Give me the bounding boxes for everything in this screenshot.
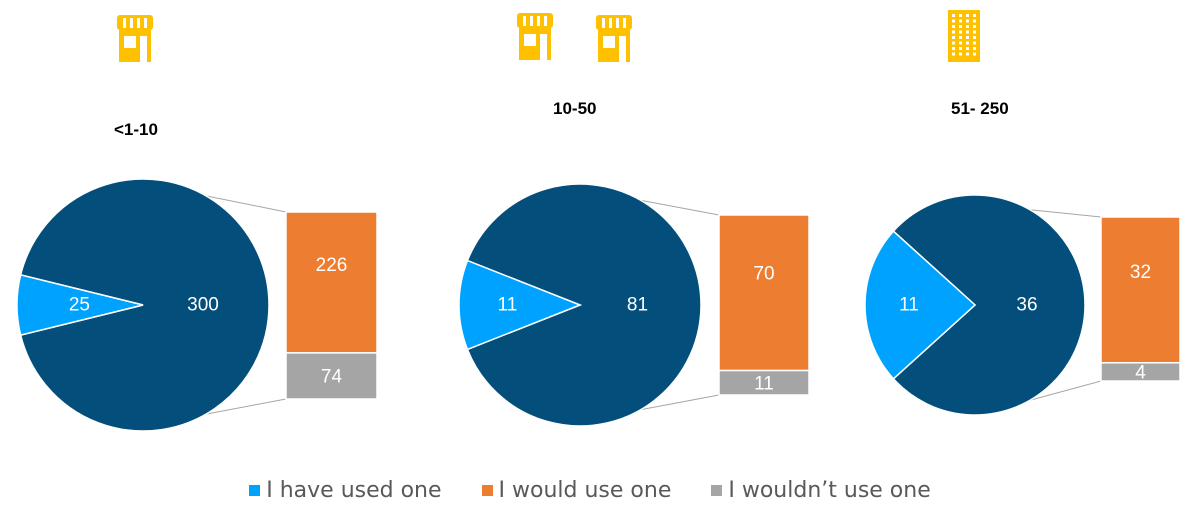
pie-label-used-0: 25 xyxy=(69,295,90,316)
bar-label-would-2: 32 xyxy=(1130,262,1151,283)
bar-label-wouldnt-2: 4 xyxy=(1135,362,1146,383)
group-title-micro: <1-10 xyxy=(114,120,158,139)
bar-label-wouldnt-0: 74 xyxy=(321,366,343,387)
pie-slice-rest-0 xyxy=(19,178,270,432)
connector-top-0 xyxy=(205,195,287,213)
group-title-medium: 51- 250 xyxy=(951,99,1009,118)
office-building-icon xyxy=(948,10,980,62)
connector-bottom-1 xyxy=(640,394,720,411)
pie-label-rest-0: 300 xyxy=(187,295,219,316)
bar-wouldnt-2 xyxy=(1100,362,1180,382)
pie-label-rest-1: 81 xyxy=(627,295,648,316)
pie-slice-rest-2 xyxy=(892,194,1086,416)
legend-item-used: I have used one xyxy=(249,478,442,503)
pie-slice-used-1 xyxy=(458,259,583,351)
pie-label-used-1: 11 xyxy=(498,295,518,316)
bar-would-1 xyxy=(718,214,810,372)
pie-label-used-2: 11 xyxy=(899,295,919,316)
pie-slice-rest-1 xyxy=(466,183,702,427)
legend-label-would: I would use one xyxy=(498,478,672,503)
shop-icon-left xyxy=(517,13,553,60)
legend-swatch-used xyxy=(249,485,261,496)
legend-swatch-would xyxy=(481,485,493,496)
legend-item-would: I would use one xyxy=(481,478,672,503)
bar-label-would-1: 70 xyxy=(753,264,774,285)
connector-top-1 xyxy=(640,199,720,216)
bar-would-0 xyxy=(285,211,378,354)
shop-icon xyxy=(117,15,153,62)
pie-label-rest-2: 36 xyxy=(1016,295,1037,316)
bar-label-would-0: 226 xyxy=(316,255,348,276)
legend-swatch-wouldnt xyxy=(711,485,723,496)
bar-wouldnt-1 xyxy=(718,369,810,396)
group-title-small: 10-50 xyxy=(553,99,597,118)
connector-bottom-2 xyxy=(1029,380,1102,401)
bar-label-wouldnt-1: 11 xyxy=(754,373,774,394)
connector-top-2 xyxy=(1029,209,1102,218)
legend-label-used: I have used one xyxy=(266,478,442,503)
pie-slice-used-0 xyxy=(16,273,144,337)
bar-wouldnt-0 xyxy=(285,352,378,400)
legend-label-wouldnt: I wouldn’t use one xyxy=(728,478,931,503)
connector-bottom-0 xyxy=(205,398,287,415)
bar-would-2 xyxy=(1100,216,1180,364)
pie-slice-used-2 xyxy=(864,230,977,380)
legend-item-wouldnt: I wouldn’t use one xyxy=(711,478,931,503)
shop-icon-right xyxy=(596,15,632,62)
chart-legend: I have used one I would use one I wouldn… xyxy=(0,478,1180,503)
